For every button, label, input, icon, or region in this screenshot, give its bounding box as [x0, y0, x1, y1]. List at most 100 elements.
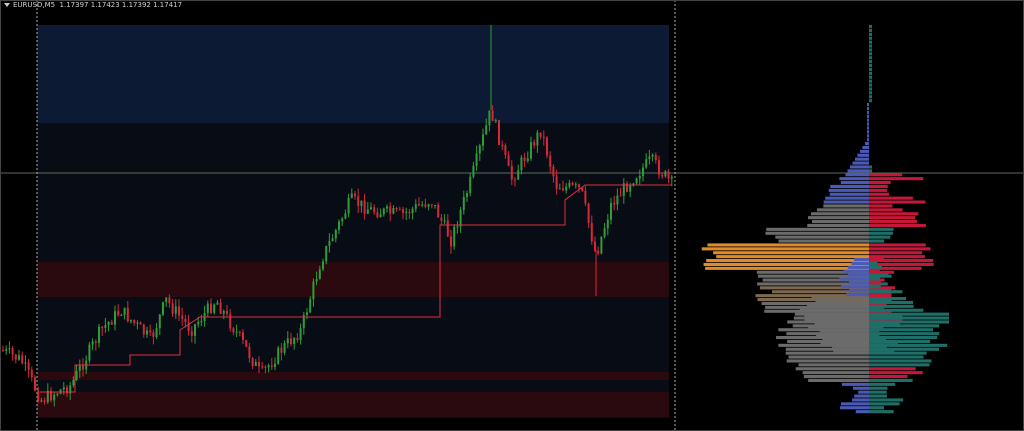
- profile-bar-left: [793, 316, 869, 320]
- profile-bar-right: [869, 28, 872, 32]
- candle-body: [78, 365, 81, 372]
- profile-bar-left: [853, 386, 869, 390]
- candle-body: [34, 377, 36, 391]
- candle-body: [88, 344, 91, 361]
- candle-body: [219, 302, 222, 314]
- profile-bar-left: [854, 258, 869, 262]
- profile-bar-left: [755, 294, 869, 298]
- candle-body: [642, 167, 644, 177]
- profile-bar-left: [792, 324, 869, 328]
- profile-bar-left: [806, 304, 869, 308]
- profile-bar-right: [869, 351, 927, 355]
- candle-body: [398, 209, 401, 211]
- candle-body: [98, 326, 100, 343]
- candle-body: [126, 307, 129, 322]
- candle-body: [46, 390, 49, 403]
- profile-bar-right: [869, 339, 931, 343]
- profile-bar-left: [867, 126, 869, 130]
- profile-bar-right: [869, 375, 908, 379]
- profile-bar-left: [705, 266, 869, 270]
- candle-body: [389, 206, 392, 214]
- candle-body: [53, 394, 56, 401]
- candle-body: [610, 202, 612, 220]
- profile-bar-right: [869, 269, 880, 273]
- profile-bar-left: [848, 281, 869, 285]
- candle-body: [386, 206, 388, 209]
- candle-body: [114, 311, 116, 325]
- profile-bar-left: [810, 212, 869, 216]
- profile-bar-left: [802, 371, 869, 375]
- candle-body: [168, 297, 171, 304]
- profile-bar-left: [867, 103, 869, 107]
- profile-bar-left: [858, 390, 869, 394]
- candle-body: [146, 330, 148, 335]
- candle-body: [482, 134, 484, 146]
- candle-body: [648, 156, 651, 160]
- candle-body: [242, 332, 244, 341]
- profile-bar-left: [795, 367, 869, 371]
- candle-body: [40, 400, 43, 402]
- candle-body: [341, 218, 344, 222]
- profile-bar-left: [811, 297, 869, 301]
- candle-body: [334, 229, 337, 239]
- profile-bar-left: [867, 130, 869, 134]
- profile-bar-left: [852, 161, 869, 165]
- profile-bar-left: [829, 192, 869, 196]
- profile-bar-right: [869, 32, 872, 36]
- candle-body: [258, 362, 260, 367]
- profile-bar-right: [869, 235, 891, 239]
- candle-body: [546, 137, 548, 156]
- profile-bar-left: [867, 134, 869, 138]
- candle-body: [325, 246, 328, 262]
- symbol-label: EURUSD,M5: [13, 1, 56, 9]
- candle-body: [462, 196, 465, 210]
- candle-body: [344, 213, 347, 219]
- candle-body: [309, 299, 312, 313]
- profile-bar-left: [841, 285, 869, 289]
- candle-body: [469, 176, 472, 194]
- profile-bar-left: [794, 312, 869, 316]
- profile-bar-right: [869, 200, 926, 204]
- candle-body: [226, 310, 228, 314]
- candle-body: [152, 332, 155, 337]
- candle-body: [443, 220, 446, 222]
- profile-bar-left: [772, 290, 869, 294]
- candle-body: [315, 278, 318, 282]
- candle-body: [427, 204, 430, 207]
- profile-bar-right: [869, 71, 872, 75]
- candle-body: [501, 144, 504, 146]
- candle-body: [622, 183, 625, 196]
- profile-bar-left: [713, 251, 869, 255]
- profile-bar-right: [869, 60, 872, 64]
- profile-bar-left: [848, 273, 869, 277]
- profile-bar-right: [869, 95, 872, 99]
- candle-body: [450, 236, 452, 247]
- profile-bar-left: [761, 301, 869, 305]
- profile-bar-right: [869, 44, 872, 48]
- candle-body: [488, 110, 491, 126]
- candle-body: [82, 365, 84, 370]
- candle-body: [174, 306, 177, 314]
- candle-body: [379, 214, 382, 218]
- candle-body: [110, 321, 113, 325]
- profile-bar-left: [759, 286, 869, 290]
- candle-body: [318, 269, 321, 279]
- profile-bar-right: [869, 281, 881, 285]
- profile-bar-left: [701, 247, 869, 251]
- candle-body: [190, 331, 193, 336]
- candle-body: [328, 241, 331, 247]
- candle-body: [299, 328, 302, 341]
- profile-bar-left: [857, 153, 869, 157]
- profile-bar-left: [778, 328, 869, 332]
- profile-bar-left: [762, 278, 869, 282]
- candle-body: [373, 207, 376, 213]
- collapse-triangle-icon[interactable]: [4, 3, 10, 7]
- candle-body: [206, 303, 209, 313]
- profile-bar-left: [865, 142, 869, 146]
- profile-bar-left: [860, 149, 869, 153]
- candle-body: [360, 200, 363, 206]
- candle-body: [424, 204, 427, 207]
- candle-body: [414, 204, 417, 209]
